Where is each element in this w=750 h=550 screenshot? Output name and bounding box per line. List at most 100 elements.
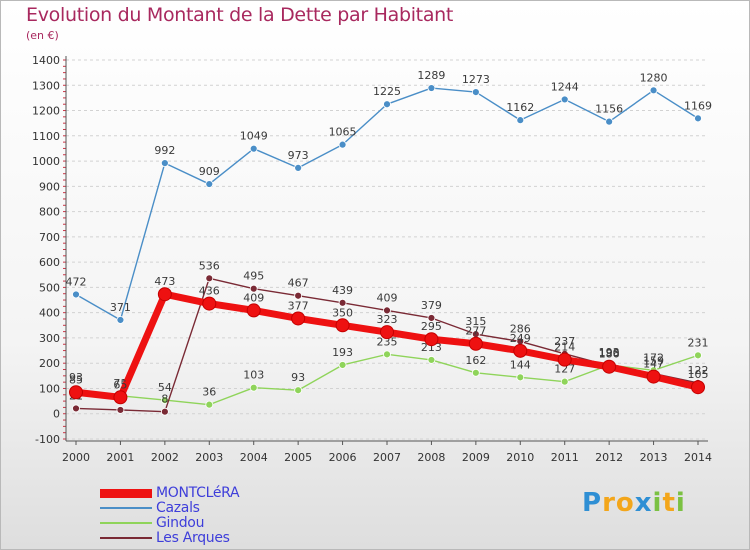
- data-label-cazals: 1049: [240, 130, 268, 143]
- x-tick-label: 2013: [640, 451, 668, 464]
- data-point-montcl-ra: [513, 343, 528, 358]
- y-tick-label: 1200: [32, 105, 60, 118]
- chart-subtitle: (en €): [26, 29, 59, 42]
- data-label-montcl-ra: 277: [465, 325, 486, 338]
- data-label-montcl-ra: 249: [510, 332, 531, 345]
- data-point-les-arques: [249, 284, 258, 293]
- data-point-cazals: [116, 316, 125, 324]
- logo-letter: x: [634, 488, 653, 518]
- data-point-cazals: [383, 100, 391, 109]
- series-cazals: 472 371 992 909 1049 973 1065 1225 1289 1273 1162 1…: [66, 69, 712, 324]
- x-tick-label: 2002: [151, 451, 179, 464]
- y-tick-label: 100: [39, 382, 60, 395]
- y-tick-label: 400: [39, 307, 60, 320]
- logo-letter: o: [615, 488, 635, 518]
- data-point-montcl-ra: [557, 352, 572, 367]
- data-label-les-arques: 536: [199, 259, 220, 272]
- data-label-les-arques: 237: [554, 335, 575, 348]
- data-point-gindou: [694, 351, 702, 360]
- y-tick-label: 0: [53, 408, 60, 421]
- data-label-montcl-ra: 186: [599, 348, 620, 361]
- data-label-montcl-ra: 409: [243, 291, 264, 304]
- x-tick-label: 2012: [595, 451, 623, 464]
- proxiti-logo: Proxiti: [582, 488, 686, 518]
- data-point-cazals: [249, 144, 258, 153]
- legend-label-gindou: Gindou: [156, 515, 205, 531]
- y-tick-label: 500: [39, 281, 60, 294]
- data-point-cazals: [560, 95, 569, 104]
- data-point-gindou: [383, 350, 391, 359]
- data-label-cazals: 1280: [640, 71, 668, 84]
- data-label-cazals: 1225: [373, 85, 401, 98]
- data-label-montcl-ra: 65: [113, 378, 127, 391]
- x-tick-label: 2014: [684, 451, 712, 464]
- data-label-gindou: 93: [291, 371, 305, 384]
- data-label-cazals: 1156: [595, 103, 623, 116]
- data-label-les-arques: 467: [288, 277, 309, 290]
- data-label-gindou: 127: [554, 363, 575, 376]
- data-label-montcl-ra: 350: [332, 306, 353, 319]
- data-point-cazals: [471, 88, 480, 96]
- data-point-montcl-ra: [646, 369, 661, 384]
- x-tick-label: 2004: [240, 451, 268, 464]
- data-label-gindou: 36: [202, 386, 216, 399]
- x-tick-label: 2008: [417, 451, 445, 464]
- data-label-montcl-ra: 323: [377, 313, 398, 326]
- data-point-cazals: [605, 117, 614, 126]
- data-label-cazals: 992: [154, 144, 175, 157]
- legend-label-cazals: Cazals: [156, 500, 200, 516]
- data-point-montcl-ra: [291, 311, 306, 326]
- data-point-les-arques: [383, 306, 391, 315]
- data-point-montcl-ra: [691, 380, 705, 395]
- x-tick-label: 2006: [329, 451, 357, 464]
- data-label-cazals: 1169: [684, 99, 712, 112]
- data-point-montcl-ra: [380, 325, 394, 340]
- data-point-gindou: [516, 373, 525, 382]
- data-point-cazals: [338, 140, 347, 149]
- x-tick-label: 2000: [62, 451, 90, 464]
- y-tick-label: -100: [35, 433, 60, 446]
- data-point-les-arques: [205, 274, 214, 283]
- data-label-gindou: 193: [599, 346, 620, 359]
- data-point-montcl-ra: [157, 287, 172, 302]
- y-tick-label: 700: [39, 231, 60, 244]
- data-label-les-arques: 409: [377, 291, 398, 304]
- data-label-gindou: 54: [158, 381, 172, 394]
- data-label-gindou: 144: [510, 358, 531, 371]
- data-label-les-arques: 159: [643, 355, 664, 368]
- data-label-cazals: 973: [288, 149, 309, 162]
- y-tick-label: 300: [39, 332, 60, 345]
- data-point-gindou: [427, 356, 436, 364]
- data-label-montcl-ra: 473: [154, 275, 175, 288]
- data-label-cazals: 1289: [417, 69, 445, 82]
- y-tick-label: 1300: [32, 79, 60, 92]
- data-label-gindou: 162: [465, 354, 486, 367]
- data-point-cazals: [649, 86, 658, 95]
- legend-swatch-gindou: [100, 522, 152, 524]
- data-label-gindou: 103: [243, 369, 264, 382]
- legend-swatch-les-arques: [100, 537, 152, 539]
- data-label-les-arques: 439: [332, 284, 353, 297]
- data-label-gindou: 172: [643, 351, 664, 364]
- x-tick-label: 2009: [462, 451, 490, 464]
- data-point-gindou: [249, 383, 258, 392]
- data-point-les-arques: [72, 404, 80, 413]
- series-montcl-ra: 85 65 473 436 409 377 350 323 295 277 249 214 186 147…: [69, 275, 709, 405]
- data-point-les-arques: [338, 298, 347, 307]
- data-point-montcl-ra: [202, 296, 217, 311]
- data-point-cazals: [72, 290, 80, 299]
- data-label-les-arques: 122: [688, 364, 709, 377]
- data-point-montcl-ra: [335, 318, 350, 333]
- x-tick-label: 2001: [106, 451, 134, 464]
- data-label-montcl-ra: 214: [554, 341, 575, 354]
- data-label-cazals: 371: [110, 301, 131, 314]
- y-tick-label: 1000: [32, 155, 60, 168]
- data-point-les-arques: [160, 407, 169, 416]
- data-point-cazals: [160, 159, 169, 167]
- data-point-montcl-ra: [113, 390, 128, 405]
- data-label-cazals: 909: [199, 165, 220, 178]
- data-label-les-arques: 286: [510, 322, 531, 335]
- logo-letter: i: [675, 488, 686, 518]
- x-tick-label: 2007: [373, 451, 401, 464]
